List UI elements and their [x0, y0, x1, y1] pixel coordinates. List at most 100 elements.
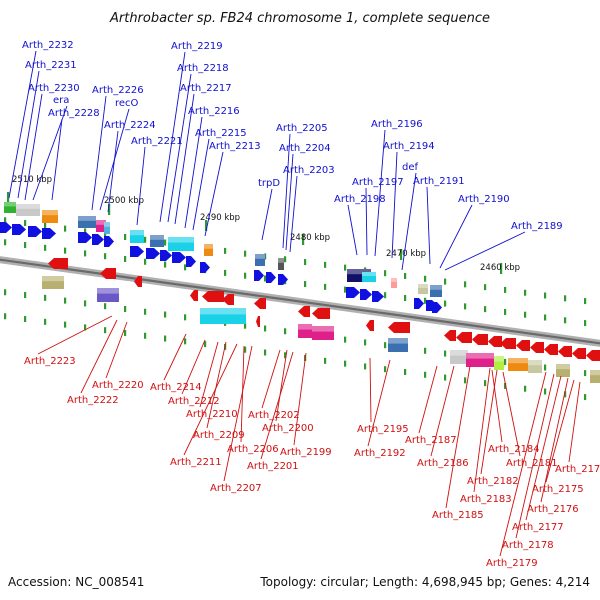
forward-leader-line	[159, 51, 186, 223]
reverse-gene-label: Arth_2211	[170, 457, 222, 468]
reverse-gene-label: Arth_2202	[248, 410, 300, 421]
reverse-gene-label: Arth_2223	[24, 356, 76, 367]
reverse-leader-line	[480, 369, 498, 475]
reverse-gene-arrow	[444, 330, 456, 341]
forward-gene-label: Arth_2198	[334, 194, 386, 205]
reverse-leader-line	[206, 341, 227, 429]
reverse-gene-arrow	[254, 298, 266, 309]
scale-tick	[64, 225, 67, 232]
scale-tick	[284, 352, 287, 359]
forward-gene-label: Arth_2218	[177, 63, 229, 74]
reverse-gene-label: Arth_2212	[168, 396, 220, 407]
scale-tick	[264, 325, 267, 332]
reverse-gene-label: Arth_2222	[67, 395, 119, 406]
reverse-leader-line	[369, 357, 372, 423]
forward-gene-arrow	[28, 226, 42, 237]
scale-tick	[444, 300, 447, 307]
reverse-leader-line	[105, 321, 128, 379]
scale-tick	[564, 317, 567, 324]
scale-tick	[444, 374, 447, 381]
reverse-gene-label: Arth_2201	[247, 461, 299, 472]
reverse-leader-line	[445, 365, 471, 509]
reverse-leader-line	[502, 371, 521, 457]
forward-leader-line	[184, 116, 203, 229]
scale-tick	[584, 320, 587, 327]
scale-tick	[104, 327, 107, 334]
scale-labels: 2510 kbp 2500 kbp 2490 kbp 2480 kbp 2470 kbp…	[12, 175, 520, 273]
reverse-leader-line	[80, 319, 118, 394]
forward-gene-label: Arth_2189	[511, 221, 563, 232]
scale-tick	[344, 264, 347, 271]
scale-tick	[24, 316, 27, 323]
feature-block	[528, 360, 542, 373]
scale-tick	[24, 242, 27, 249]
forward-leader-line	[282, 133, 291, 249]
forward-gene-label: Arth_2226	[92, 85, 144, 96]
forward-gene-label: Arth_2232	[22, 40, 74, 51]
feature-block	[168, 237, 194, 251]
forward-leader-line	[439, 204, 473, 269]
forward-gene-arrow	[346, 287, 360, 298]
reverse-gene-label: Arth_2177	[512, 522, 564, 533]
scale-tick	[144, 236, 147, 243]
accession-text: Accession: NC_008541	[8, 575, 144, 589]
scale-tick	[164, 239, 167, 246]
reverse-gene-arrow	[312, 308, 330, 319]
scale-tick	[384, 292, 387, 299]
forward-gene-arrow	[146, 248, 160, 259]
forward-gene-arrow	[12, 224, 26, 235]
forward-gene-arrow	[266, 272, 276, 283]
scale-tick	[584, 298, 587, 305]
forward-leader-line	[261, 188, 273, 241]
scale-tick	[484, 284, 487, 291]
feature-block	[298, 324, 312, 338]
scale-tick-major	[400, 249, 403, 260]
reverse-leader-line	[199, 341, 219, 408]
reverse-gene-label: Arth_2182	[467, 476, 519, 487]
feature-block	[362, 272, 376, 282]
reverse-leader-line	[275, 349, 288, 422]
scale-label: 2490 kbp	[200, 213, 240, 223]
forward-gene-arrow	[278, 274, 288, 285]
forward-gene-label: def	[402, 162, 419, 173]
scale-tick	[464, 377, 467, 384]
scale-tick	[524, 311, 527, 318]
reverse-gene-label: Arth_2192	[354, 448, 406, 459]
feature-block	[430, 285, 442, 297]
reverse-gene-label: Arth_2186	[417, 458, 469, 469]
scale-tick	[64, 247, 67, 254]
scale-tick	[44, 222, 47, 229]
scale-tick	[264, 275, 267, 282]
scale-tick	[444, 350, 447, 357]
scale-tick	[284, 256, 287, 263]
feature-block	[42, 276, 64, 289]
scale-tick	[64, 321, 67, 328]
reverse-gene-arrow	[222, 294, 234, 305]
reverse-leader-line	[367, 359, 391, 447]
forward-gene-label: Arth_2216	[188, 106, 240, 117]
scale-tick	[264, 349, 267, 356]
topology-text: Topology: circular; Length: 4,698,945 bp…	[259, 575, 590, 589]
scale-tick	[424, 347, 427, 354]
reverse-leader-line	[491, 369, 503, 443]
scale-tick	[544, 314, 547, 321]
forward-gene-arrow	[78, 232, 92, 243]
scale-tick	[504, 358, 507, 365]
forward-gene-arrows	[0, 222, 442, 313]
reverse-leader-line	[223, 345, 253, 482]
forward-gene-label: Arth_2190	[458, 194, 510, 205]
scale-tick	[204, 341, 207, 348]
reverse-gene-label: Arth_2220	[92, 380, 144, 391]
forward-gene-label: Arth_2217	[180, 83, 232, 94]
scale-tick	[184, 314, 187, 321]
scale-tick	[184, 338, 187, 345]
scale-tick	[64, 297, 67, 304]
forward-gene-label: Arth_2213	[209, 141, 261, 152]
scale-tick	[464, 303, 467, 310]
reverse-gene-arrow	[256, 316, 260, 327]
forward-gene-label: Arth_2221	[131, 136, 183, 147]
scale-tick-major	[500, 263, 503, 274]
forward-gene-arrow	[254, 270, 264, 281]
feature-block	[391, 278, 397, 288]
